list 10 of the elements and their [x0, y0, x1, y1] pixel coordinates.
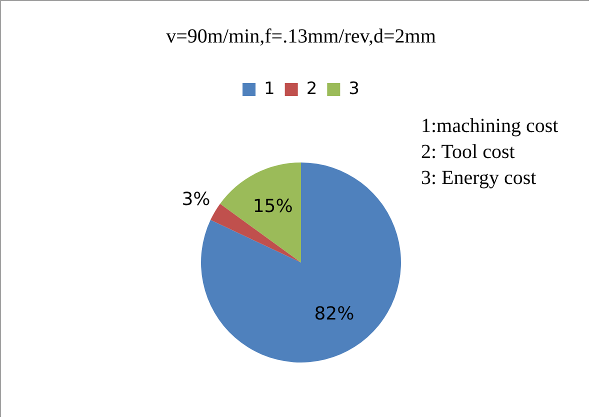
text: 3: Energy cost [421, 166, 538, 191]
legend-label: 1 [264, 78, 275, 99]
text: 2: Tool cost [421, 140, 516, 165]
text: 1:machining cost [421, 114, 560, 139]
legend-label: 3 [348, 78, 360, 99]
legend-label: 2 [306, 78, 318, 99]
chart-title: v=90m/min,f=.13mm/rev,d=2mm [166, 25, 436, 48]
data-label: 3% [182, 189, 210, 210]
data-label: 82% [314, 304, 354, 325]
data-label: 15% [252, 196, 293, 217]
